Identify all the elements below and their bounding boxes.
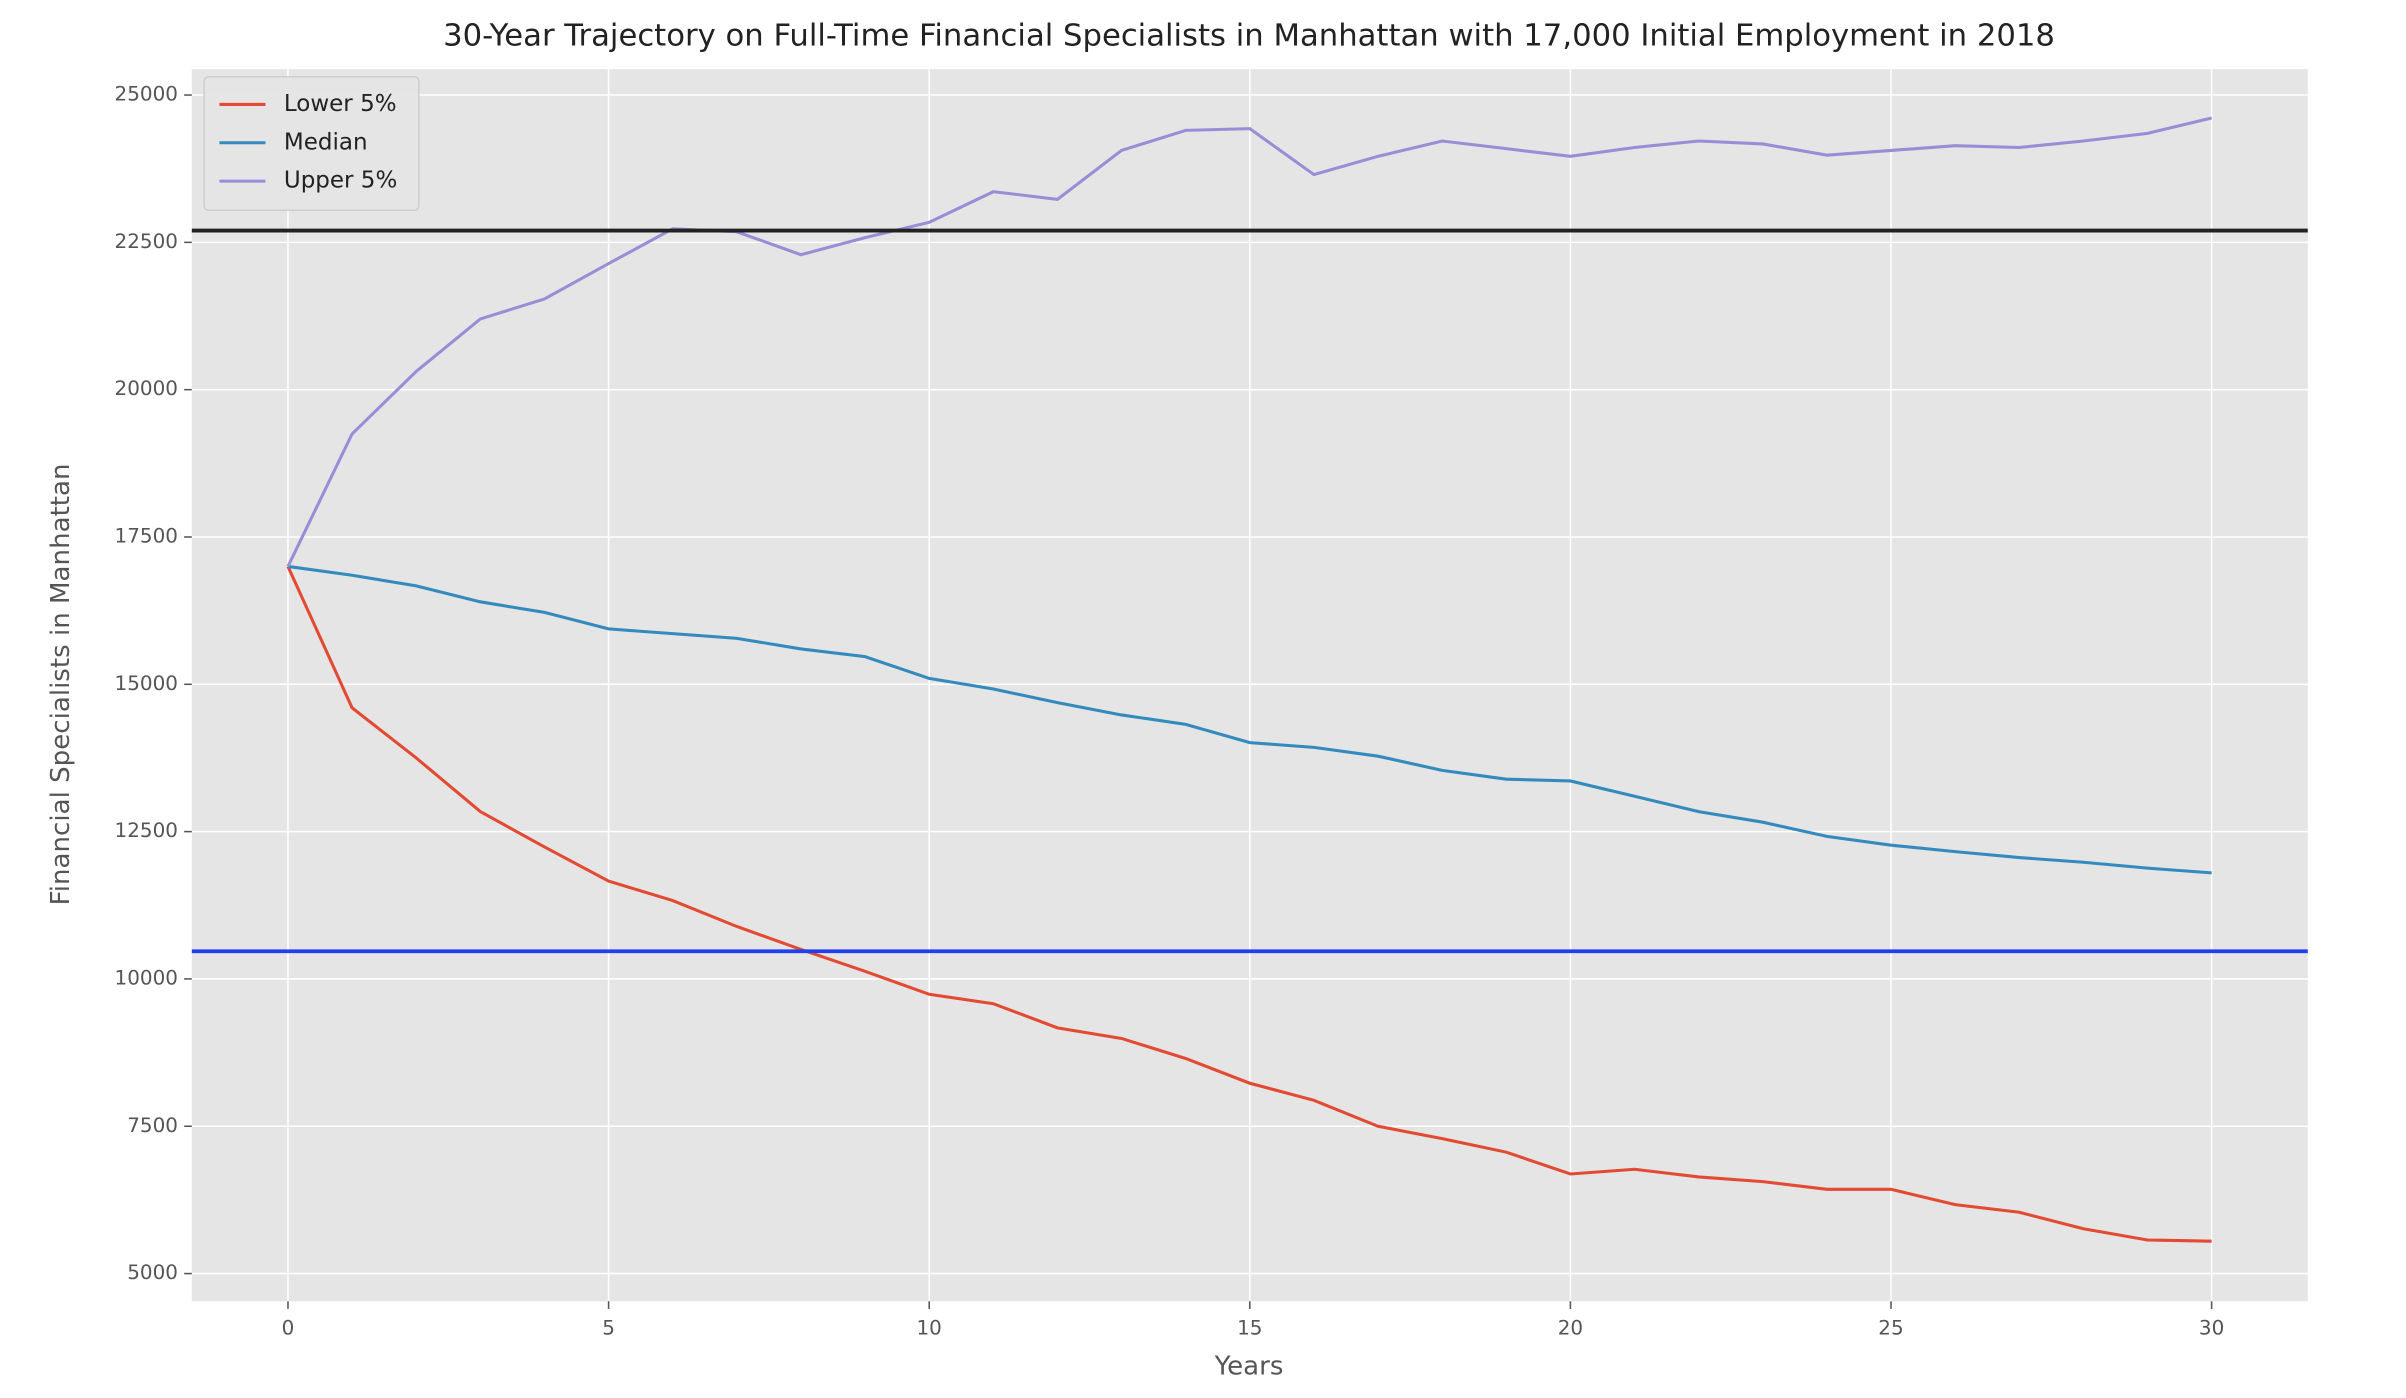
x-tick-label: 0 xyxy=(282,1315,295,1339)
legend-label: Lower 5% xyxy=(284,91,397,117)
x-tick-label: 5 xyxy=(602,1315,615,1339)
y-tick-label: 5000 xyxy=(127,1260,178,1284)
y-tick-label: 17500 xyxy=(115,523,178,547)
series-line xyxy=(286,116,2212,568)
x-tick-label: 10 xyxy=(917,1315,942,1339)
legend-box xyxy=(203,76,420,212)
y-axis-label: Financial Specialists in Manhattan xyxy=(46,463,76,905)
x-tick-label: 25 xyxy=(1878,1315,1903,1339)
x-tick-label: 30 xyxy=(2199,1315,2224,1339)
series-line xyxy=(287,564,2212,875)
y-tick-label: 20000 xyxy=(115,376,178,400)
legend-label: Median xyxy=(284,129,368,155)
y-tick-label: 12500 xyxy=(115,818,178,842)
series-line xyxy=(286,565,2212,1243)
y-tick-label: 15000 xyxy=(115,671,178,695)
y-tick-label: 7500 xyxy=(127,1113,178,1137)
legend: Lower 5% Median Upper 5% xyxy=(203,76,420,212)
y-tick-label: 22500 xyxy=(115,229,178,253)
y-tick-label: 10000 xyxy=(115,965,178,989)
chart-title: 30-Year Trajectory on Full-Time Financia… xyxy=(443,18,2055,53)
x-tick-label: 20 xyxy=(1558,1315,1583,1339)
x-axis-label: Years xyxy=(1214,1352,1284,1382)
y-tick-label: 25000 xyxy=(115,82,178,106)
legend-label: Upper 5% xyxy=(284,168,397,194)
x-tick-label: 15 xyxy=(1237,1315,1262,1339)
